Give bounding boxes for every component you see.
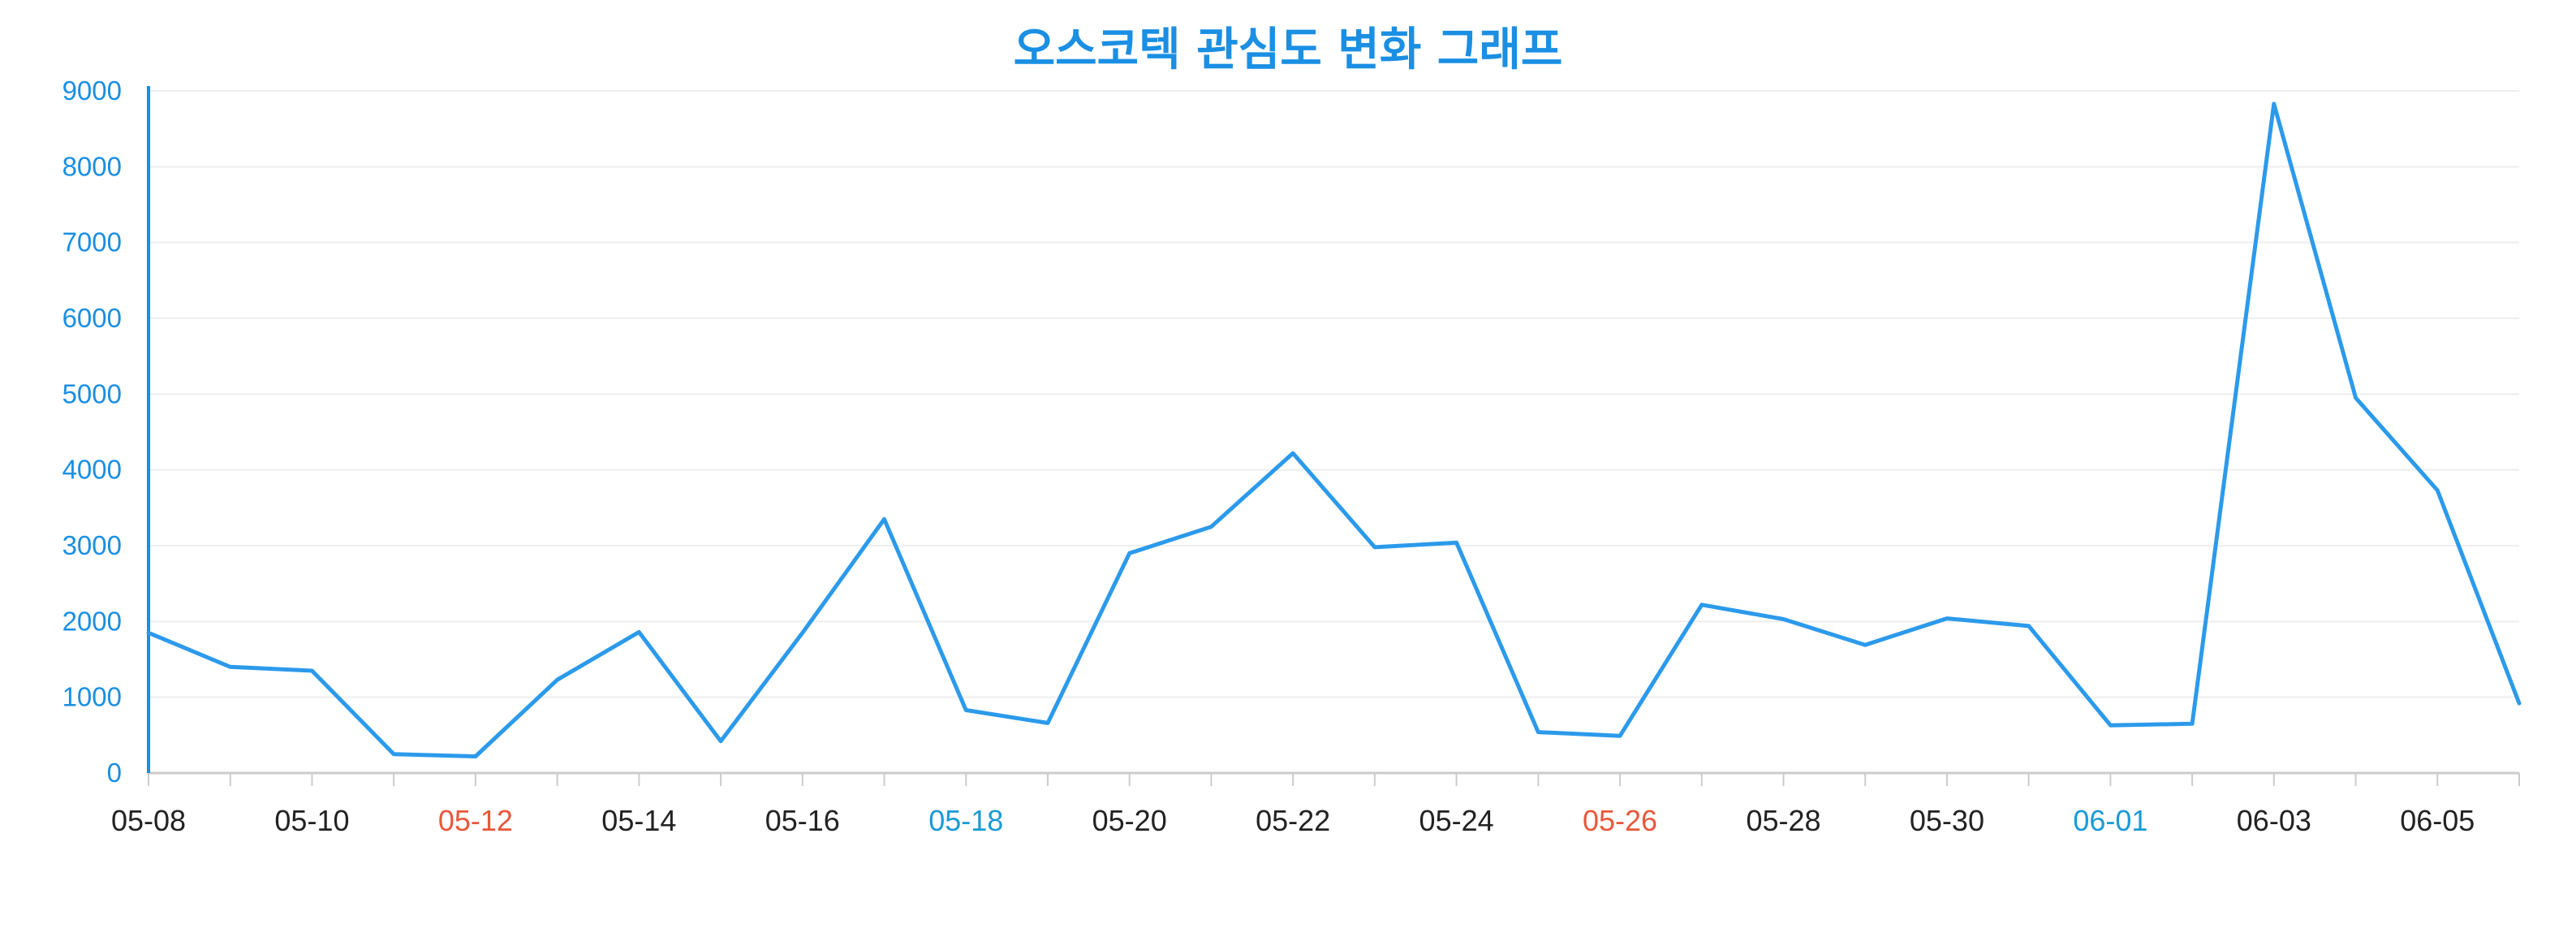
- grid-lines: [149, 90, 2519, 698]
- x-tick-label: 06-03: [2237, 804, 2311, 837]
- y-tick-label: 2000: [62, 606, 122, 636]
- y-tick-label: 9000: [62, 76, 122, 106]
- y-tick-label: 6000: [62, 303, 122, 333]
- x-tick-label: 05-08: [111, 804, 186, 837]
- x-tick-label: 05-18: [928, 804, 1003, 837]
- x-tick-label: 05-22: [1256, 804, 1330, 837]
- x-tick-label: 05-24: [1419, 804, 1494, 837]
- y-tick-label: 5000: [62, 378, 122, 408]
- x-tick-label: 05-20: [1092, 804, 1167, 837]
- x-axis-tick-labels: 05-08 05-10 05-12 05-14 05-16 05-18 05-20 05-22…: [111, 804, 2475, 837]
- y-tick-label: 4000: [62, 455, 122, 485]
- y-tick-label: 7000: [62, 227, 122, 257]
- x-tick-label: 05-10: [274, 804, 349, 837]
- axes: [147, 86, 2520, 786]
- x-tick-label: 06-01: [2073, 804, 2147, 837]
- x-tick-label: 05-28: [1746, 804, 1820, 837]
- x-tick-label: 05-30: [1910, 804, 1984, 837]
- chart-title: 오스코텍 관심도 변화 그래프: [1014, 24, 1563, 76]
- y-tick-label: 8000: [62, 151, 122, 181]
- x-tick-label: 06-05: [2400, 804, 2475, 837]
- x-tick-label: 05-16: [765, 804, 840, 837]
- y-tick-label: 3000: [62, 530, 122, 560]
- series-layer: [146, 102, 2522, 758]
- y-axis-tick-labels: 0 1000 2000 3000 4000 5000 6000 7000 8000 9000: [62, 76, 122, 788]
- x-tick-label: 05-14: [601, 804, 676, 837]
- y-tick-label: 1000: [62, 682, 122, 712]
- y-tick-label: 0: [107, 758, 122, 788]
- x-tick-label: 05-12: [438, 804, 513, 837]
- series-line: [146, 102, 2522, 758]
- x-tick-label: 05-26: [1583, 804, 1657, 837]
